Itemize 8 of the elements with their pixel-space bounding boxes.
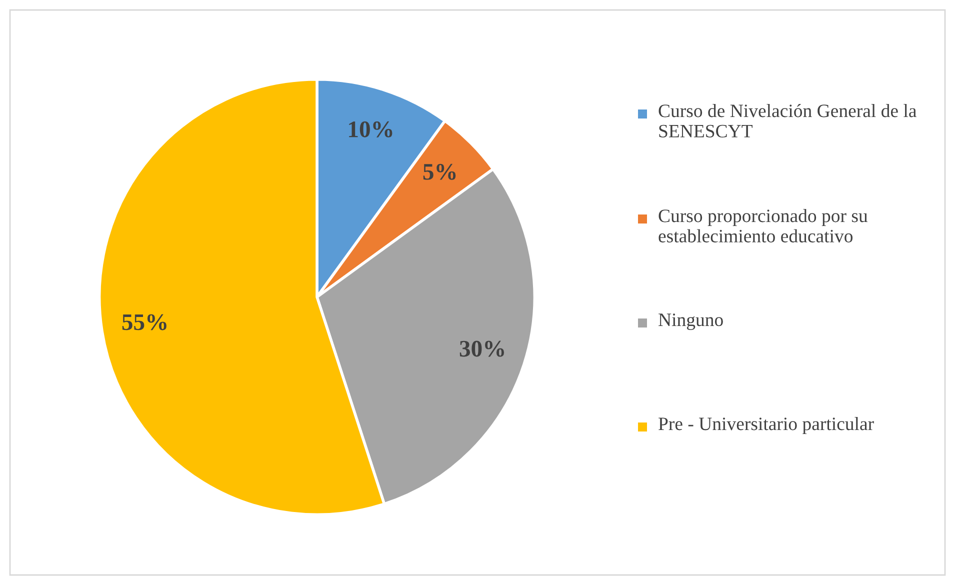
- legend-label: Curso proporcionado por su establecimiento educativo: [658, 209, 868, 242]
- data-label: 10%: [349, 121, 392, 138]
- legend-label: Pre - Universitario particular: [658, 417, 874, 434]
- data-label: 30%: [460, 340, 504, 357]
- data-label: 5%: [423, 164, 456, 180]
- legend-label: Ninguno: [658, 314, 723, 330]
- data-label: 55%: [122, 314, 166, 330]
- legend-label: Curso de Nivelación General de la SENESCYT: [658, 104, 916, 138]
